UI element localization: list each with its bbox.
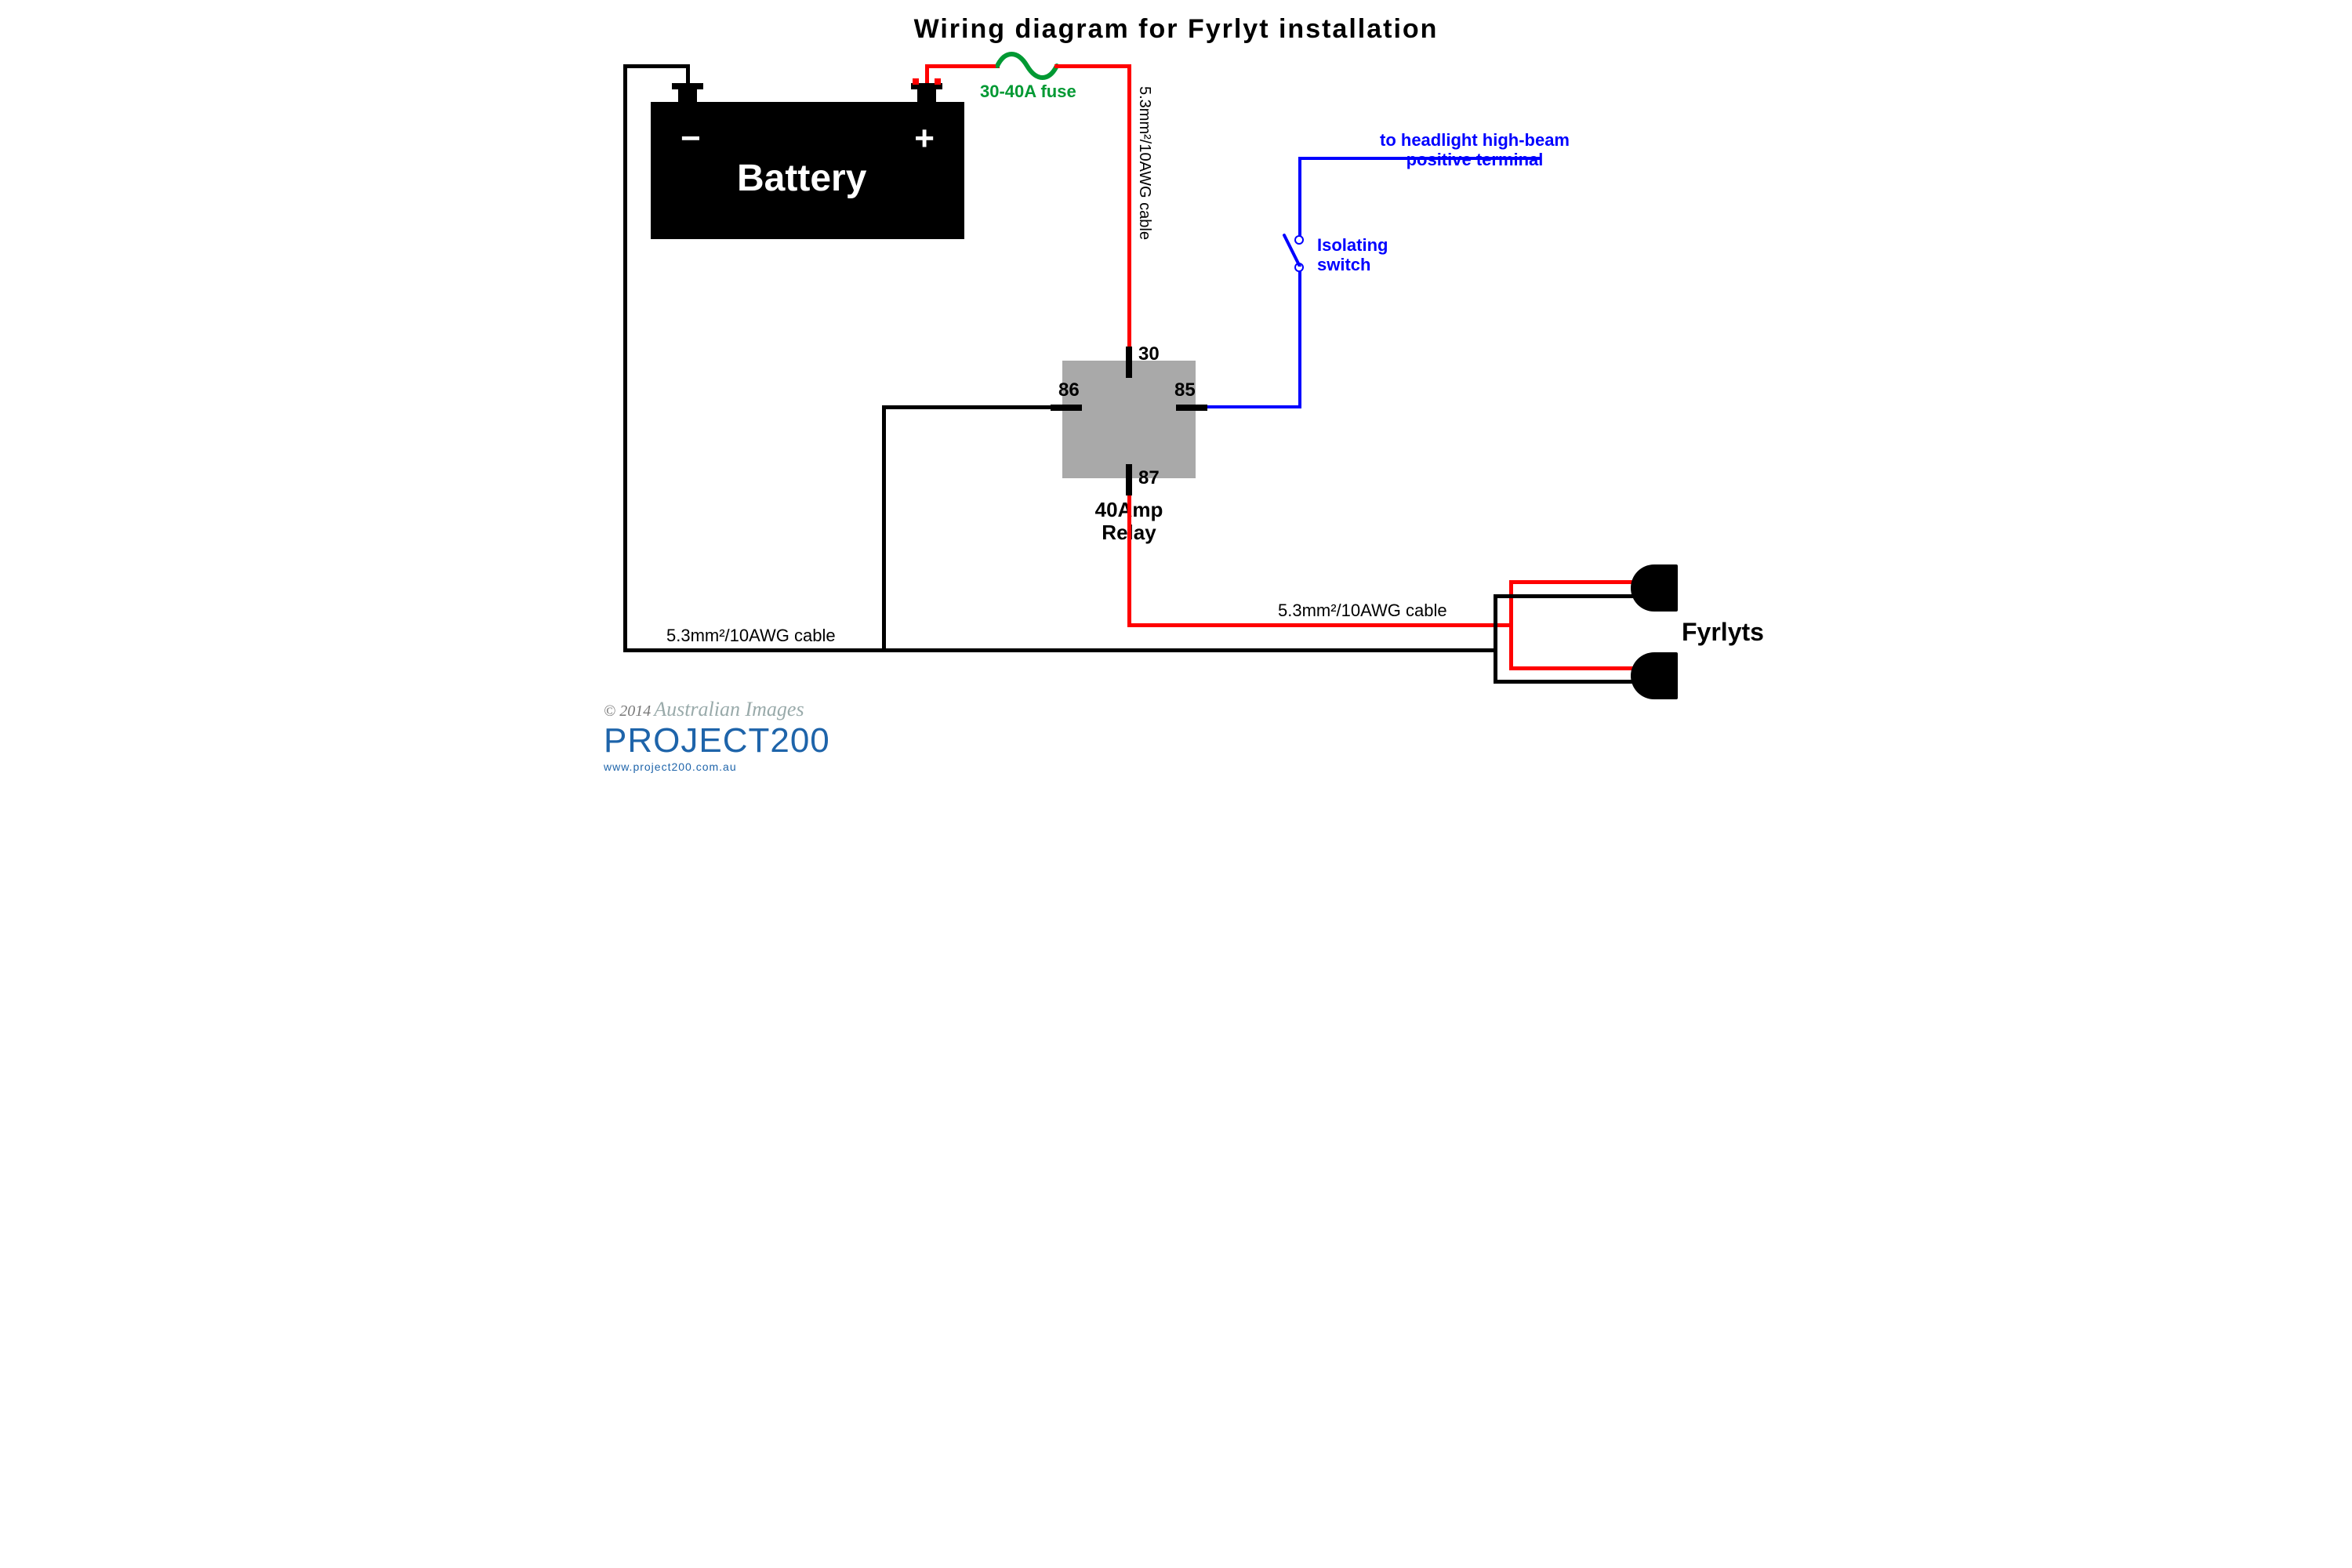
relay-pin-85-label: 85 [1174, 379, 1196, 401]
gnd-top-left [623, 64, 690, 68]
gnd-left-down [623, 64, 627, 652]
battery-neg-terminal [678, 88, 697, 102]
fuse-label: 30-40A fuse [980, 82, 1076, 102]
cable-spec-fyrlyt: 5.3mm²/10AWG cable [1278, 601, 1447, 621]
switch-label-line1: Isolating [1317, 235, 1388, 255]
fyrlyt-bottom [1631, 652, 1678, 699]
footer-logo: PROJECT200 [604, 721, 830, 760]
gnd-86-vert [882, 405, 886, 652]
sw-vert-lower [1298, 270, 1301, 408]
relay-pin-86-label: 86 [1058, 379, 1080, 401]
wire-fyr-up-vert [1509, 580, 1513, 627]
footer: © 2014 Australian Images PROJECT200 www.… [604, 698, 830, 775]
wire-pos-horiz1 [925, 64, 1000, 68]
switch-dest-line2: positive terminal [1406, 150, 1544, 169]
battery-neg-terminal-cap [672, 83, 703, 89]
gnd-fyr-up-vert [1494, 594, 1497, 652]
cable-spec-bottom: 5.3mm²/10AWG cable [666, 626, 836, 646]
wire-87-vert [1127, 495, 1131, 627]
gnd-fyr-dn-horiz [1494, 680, 1639, 684]
diagram-title: Wiring diagram for Fyrlyt installation [588, 14, 1764, 45]
relay-pin-85 [1176, 405, 1207, 411]
switch-lever [1278, 232, 1309, 267]
switch-destination: to headlight high-beam positive terminal [1380, 130, 1570, 170]
relay-pin-30-label: 30 [1138, 343, 1160, 365]
fyrlyts-label: Fyrlyts [1682, 618, 1764, 647]
sw-from-85 [1207, 405, 1301, 408]
relay-pin-86 [1051, 405, 1082, 411]
footer-brand: Australian Images [654, 698, 804, 720]
battery-pos-terminal [917, 88, 936, 102]
gnd-bottom [623, 648, 1497, 652]
gnd-86-horiz [882, 405, 1051, 409]
cable-spec-vertical: 5.3mm²/10AWG cable [1135, 86, 1153, 240]
battery-label: Battery [737, 157, 866, 200]
gnd-fyr-dn-vert [1494, 648, 1497, 684]
switch-label: Isolating switch [1317, 235, 1388, 275]
sw-vert-upper [1298, 157, 1301, 237]
relay [1062, 361, 1196, 478]
fuse-icon [996, 52, 1058, 80]
relay-pin-87-label: 87 [1138, 467, 1160, 489]
wire-fyr-up-horiz [1509, 580, 1639, 584]
switch-dest-line1: to headlight high-beam [1380, 130, 1570, 150]
wire-fyr-dn-vert [1509, 623, 1513, 670]
switch-label-line2: switch [1317, 255, 1370, 274]
footer-url: www.project200.com.au [604, 760, 737, 773]
battery-pos-sign: + [914, 119, 935, 158]
wire-pos-vert2 [1127, 64, 1131, 347]
wiring-diagram: Wiring diagram for Fyrlyt installation B… [588, 0, 1764, 784]
fyrlyt-top [1631, 564, 1678, 612]
battery: Battery − + [651, 102, 964, 239]
wire-fyr-dn-horiz [1509, 666, 1639, 670]
pos-terminal-nub-r [935, 78, 941, 85]
relay-pin-30 [1126, 347, 1132, 378]
gnd-fyr-up-horiz [1494, 594, 1639, 598]
footer-copyright: © 2014 [604, 702, 651, 720]
battery-neg-sign: − [681, 119, 701, 158]
relay-pin-87 [1126, 464, 1132, 495]
wire-pos-horiz2 [1054, 64, 1127, 68]
pos-terminal-nub-l [913, 78, 919, 85]
wire-87-horiz [1127, 623, 1513, 627]
